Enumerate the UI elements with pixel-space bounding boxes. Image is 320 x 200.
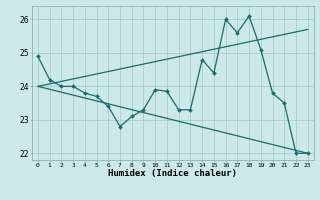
- X-axis label: Humidex (Indice chaleur): Humidex (Indice chaleur): [108, 169, 237, 178]
